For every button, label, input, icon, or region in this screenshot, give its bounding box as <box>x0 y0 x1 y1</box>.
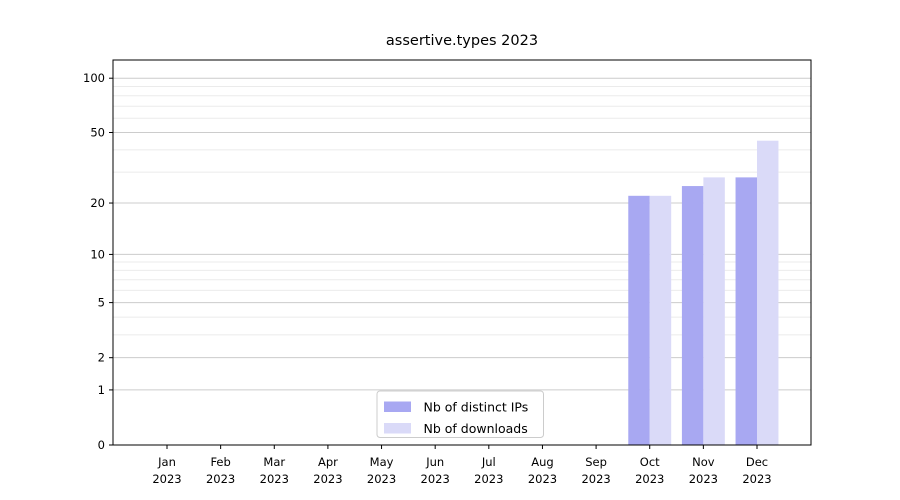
x-tick-label-month-jun: Jun <box>425 455 444 469</box>
legend-swatch-downloads <box>384 423 411 434</box>
plot-frame <box>112 59 812 446</box>
y-tick-label-1: 1 <box>98 383 105 397</box>
x-tick-label-year-aug: 2023 <box>528 472 557 486</box>
axes: 0 1 2 5 10 20 50 100 Jan 2023 Feb 2023 Mar 2023 Apr 202… <box>83 71 772 486</box>
x-tick-label-month-nov: Nov <box>692 455 715 469</box>
chart-title: assertive.types 2023 <box>386 33 538 49</box>
legend-box <box>376 390 544 438</box>
x-tick-label-month-jul: Jul <box>481 455 496 469</box>
y-tick-label-50: 50 <box>90 126 105 140</box>
y-tick-label-0: 0 <box>98 438 105 452</box>
x-tick-label-year-dec: 2023 <box>742 472 771 486</box>
y-tick-label-100: 100 <box>83 71 105 85</box>
bar-oct-downloads <box>649 195 672 445</box>
legend-label-distinct-ips: Nb of distinct IPs <box>424 400 529 415</box>
bars <box>628 140 779 445</box>
plot-border <box>112 59 812 446</box>
y-tick-label-20: 20 <box>90 196 105 210</box>
x-tick-label-year-jun: 2023 <box>421 472 450 486</box>
bar-nov-distinct-ips <box>681 186 704 445</box>
x-tick-label-year-jan: 2023 <box>152 472 181 486</box>
y-tick-label-5: 5 <box>98 296 105 310</box>
x-tick-label-month-aug: Aug <box>531 455 553 469</box>
x-tick-label-month-sep: Sep <box>585 455 607 469</box>
x-tick-label-month-feb: Feb <box>210 455 230 469</box>
bar-dec-distinct-ips <box>735 177 757 445</box>
legend-swatch-distinct-ips <box>384 401 411 412</box>
x-tick-label-year-sep: 2023 <box>581 472 610 486</box>
x-tick-label-month-apr: Apr <box>318 455 338 469</box>
legend: Nb of distinct IPs Nb of downloads <box>376 390 544 438</box>
y-tick-label-10: 10 <box>90 247 105 261</box>
x-tick-label-month-mar: Mar <box>263 455 285 469</box>
x-tick-label-year-may: 2023 <box>367 472 396 486</box>
x-tick-label-year-jul: 2023 <box>474 472 503 486</box>
x-tick-label-month-may: May <box>370 455 394 469</box>
x-tick-label-month-oct: Oct <box>640 455 660 469</box>
y-tick-label-2: 2 <box>98 351 105 365</box>
legend-label-downloads: Nb of downloads <box>424 421 528 436</box>
bar-dec-downloads <box>757 140 779 445</box>
x-tick-label-year-oct: 2023 <box>635 472 664 486</box>
x-tick-label-month-jan: Jan <box>157 455 176 469</box>
x-tick-label-month-dec: Dec <box>746 455 768 469</box>
x-tick-label-year-feb: 2023 <box>206 472 235 486</box>
x-tick-label-year-apr: 2023 <box>313 472 342 486</box>
bar-nov-downloads <box>703 177 725 445</box>
x-tick-label-year-mar: 2023 <box>260 472 289 486</box>
bar-oct-distinct-ips <box>628 195 650 445</box>
x-tick-label-year-nov: 2023 <box>689 472 718 486</box>
